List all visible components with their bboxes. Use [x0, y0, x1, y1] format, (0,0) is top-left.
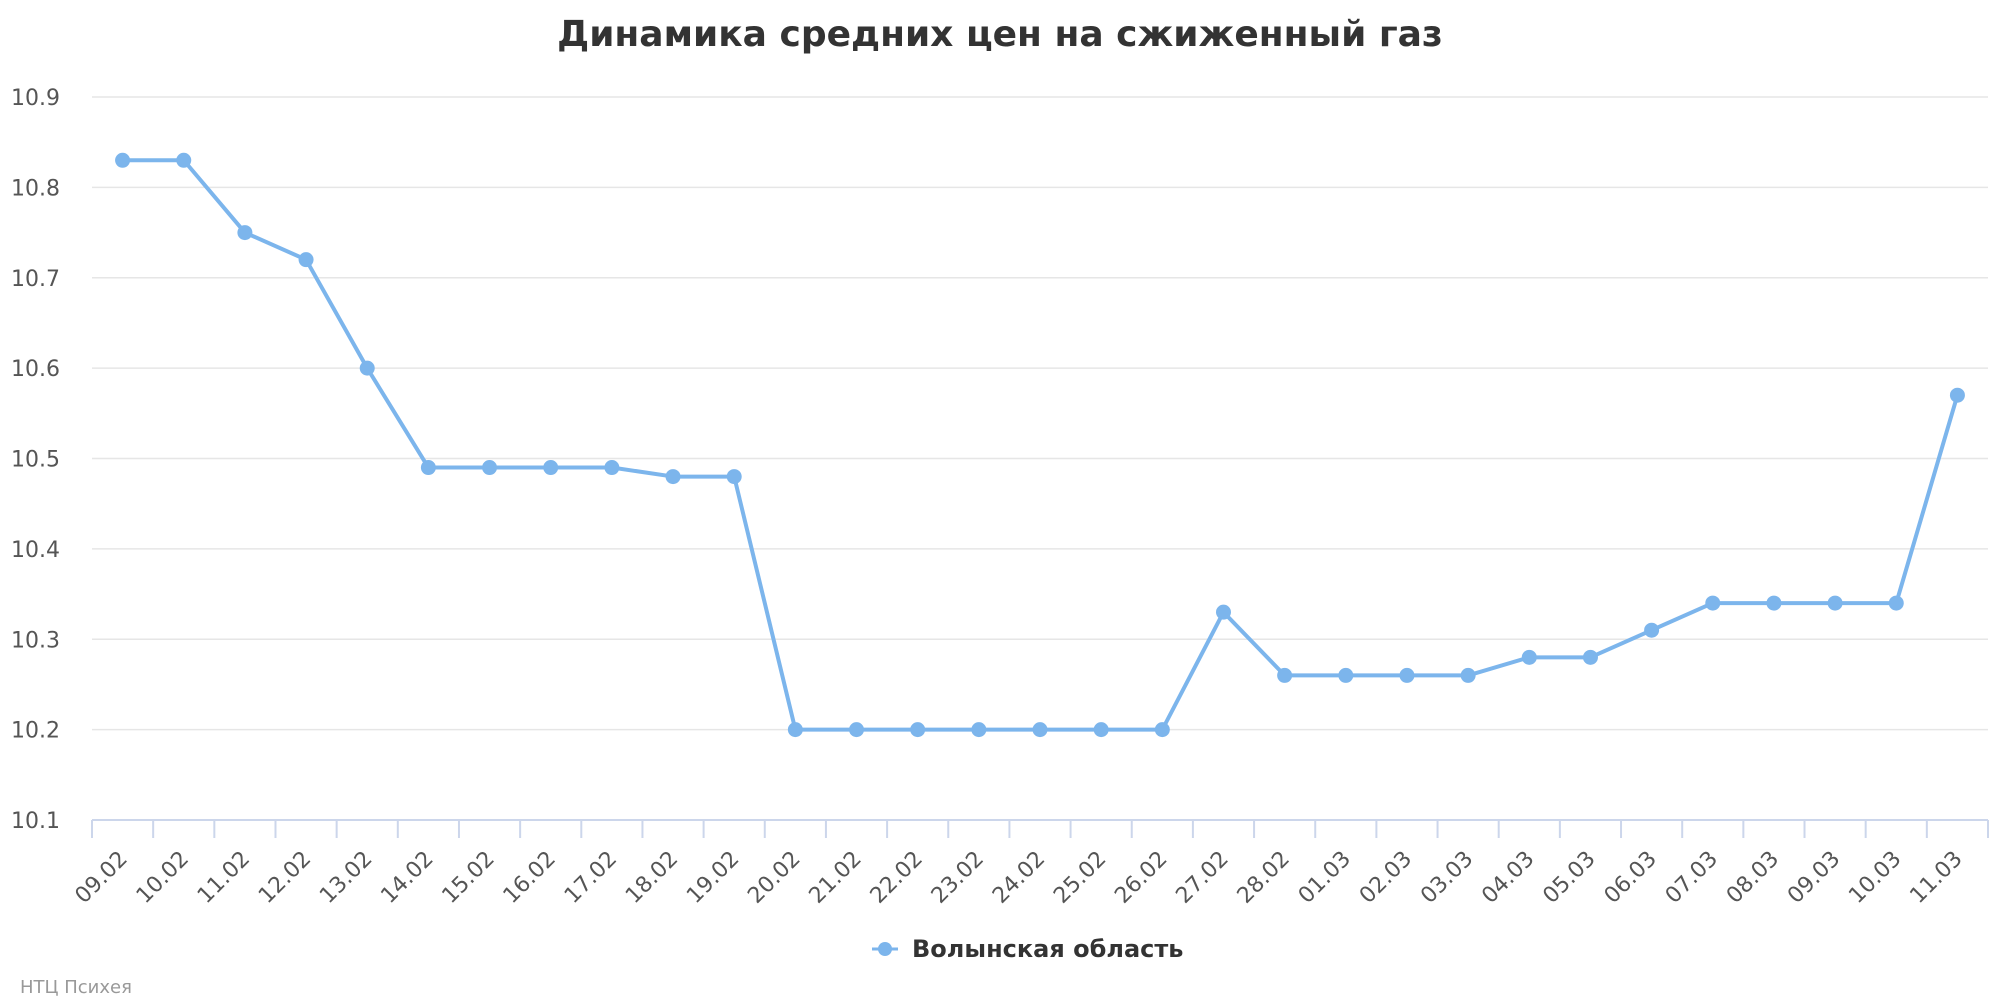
y-tick-label: 10.6: [11, 357, 60, 382]
series-layer: [115, 152, 1965, 738]
data-point[interactable]: [1154, 722, 1170, 738]
y-tick-label: 10.2: [11, 719, 60, 744]
credit-text[interactable]: НТЦ Психея: [20, 977, 132, 998]
data-point[interactable]: [298, 252, 314, 268]
data-point[interactable]: [1277, 667, 1293, 683]
x-tick-label: 09.03: [1783, 847, 1845, 909]
x-tick-label: 11.03: [1905, 847, 1967, 909]
x-tick-label: 03.03: [1416, 847, 1478, 909]
x-tick-label: 18.02: [621, 847, 683, 909]
data-point[interactable]: [1827, 595, 1843, 611]
x-tick-label: 11.02: [193, 847, 255, 909]
data-point[interactable]: [726, 469, 742, 485]
data-point[interactable]: [1338, 667, 1354, 683]
x-tick-label: 19.02: [682, 847, 744, 909]
data-point[interactable]: [604, 460, 620, 476]
data-point[interactable]: [237, 225, 253, 241]
y-tick-label: 10.8: [11, 176, 60, 201]
data-point[interactable]: [910, 722, 926, 738]
x-tick-label: 14.02: [376, 847, 438, 909]
data-point[interactable]: [971, 722, 987, 738]
x-tick-label: 04.03: [1477, 847, 1539, 909]
data-point[interactable]: [1460, 667, 1476, 683]
data-point[interactable]: [1032, 722, 1048, 738]
data-point[interactable]: [1644, 622, 1660, 638]
series-line: [120, 158, 1960, 732]
y-tick-label: 10.5: [11, 448, 60, 473]
x-tick-label: 12.02: [254, 847, 316, 909]
data-point[interactable]: [420, 460, 436, 476]
x-tick-label: 16.02: [499, 847, 561, 909]
x-tick-label: 21.02: [805, 847, 867, 909]
data-point[interactable]: [543, 460, 559, 476]
data-point[interactable]: [849, 722, 865, 738]
x-tick-label: 26.02: [1110, 847, 1172, 909]
legend-series-label: Волынская область: [912, 935, 1183, 963]
x-tick-label: 09.02: [71, 847, 133, 909]
data-point[interactable]: [482, 460, 498, 476]
data-point[interactable]: [1949, 387, 1965, 403]
x-tick-label: 27.02: [1172, 847, 1234, 909]
y-tick-label: 10.4: [11, 538, 60, 563]
x-tick-label: 06.03: [1600, 847, 1662, 909]
x-tick-label: 28.02: [1233, 847, 1295, 909]
grid-lines: [92, 96, 1988, 731]
data-point[interactable]: [176, 152, 192, 168]
x-tick-label: 22.02: [866, 847, 928, 909]
data-point[interactable]: [665, 469, 681, 485]
x-tick-label: 20.02: [743, 847, 805, 909]
data-point[interactable]: [787, 722, 803, 738]
x-tick-label: 23.02: [927, 847, 989, 909]
data-point[interactable]: [1705, 595, 1721, 611]
x-tick-label: 15.02: [438, 847, 500, 909]
x-tick-label: 10.02: [132, 847, 194, 909]
y-tick-label: 10.1: [11, 809, 60, 834]
x-tick-label: 07.03: [1661, 847, 1723, 909]
x-tick-label: 08.03: [1722, 847, 1784, 909]
data-point[interactable]: [1582, 649, 1598, 665]
x-tick-label: 25.02: [1049, 847, 1111, 909]
y-tick-label: 10.3: [11, 628, 60, 653]
x-tick-label: 10.03: [1844, 847, 1906, 909]
data-point[interactable]: [1399, 667, 1415, 683]
y-axis: 10.1 10.2 10.3 10.4 10.5 10.6 10.7 10.8 10.9: [11, 86, 60, 834]
y-tick-label: 10.9: [11, 86, 60, 111]
x-tick-label: 02.03: [1355, 847, 1417, 909]
y-tick-label: 10.7: [11, 267, 60, 292]
legend-series-marker-icon: [878, 942, 892, 956]
x-tick-label: 01.03: [1294, 847, 1356, 909]
data-point[interactable]: [1766, 595, 1782, 611]
x-axis: 09.0210.0211.0212.0213.0214.0215.0216.02…: [71, 819, 1989, 909]
chart-title: Динамика средних цен на сжиженный газ: [557, 14, 1443, 55]
data-point[interactable]: [1521, 649, 1537, 665]
x-tick-label: 05.03: [1538, 847, 1600, 909]
data-point[interactable]: [1215, 604, 1231, 620]
data-point[interactable]: [359, 360, 375, 376]
x-tick-label: 24.02: [988, 847, 1050, 909]
x-tick-label: 17.02: [560, 847, 622, 909]
data-point[interactable]: [1093, 722, 1109, 738]
legend[interactable]: Волынская область: [872, 935, 1183, 963]
x-tick-label: 13.02: [315, 847, 377, 909]
data-point[interactable]: [115, 152, 131, 168]
data-point[interactable]: [1888, 595, 1904, 611]
